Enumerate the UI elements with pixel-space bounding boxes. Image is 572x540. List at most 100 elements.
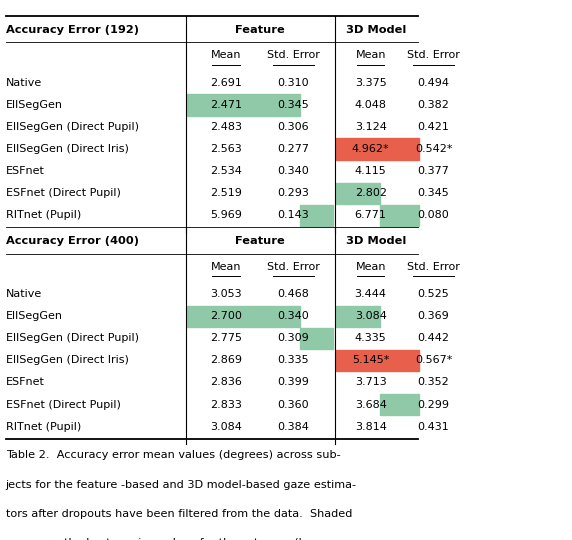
Text: 0.525: 0.525: [418, 289, 450, 299]
Text: 2.534: 2.534: [210, 166, 242, 176]
Text: 0.377: 0.377: [418, 166, 450, 176]
Text: tors after dropouts have been filtered from the data.  Shaded: tors after dropouts have been filtered f…: [6, 509, 352, 519]
Text: 3.053: 3.053: [210, 289, 242, 299]
Text: 2.836: 2.836: [210, 377, 242, 388]
Text: 3D Model: 3D Model: [346, 25, 406, 35]
Text: Std. Error: Std. Error: [407, 50, 460, 60]
Text: Accuracy Error (400): Accuracy Error (400): [6, 236, 139, 246]
Text: 0.382: 0.382: [418, 100, 450, 110]
Text: Feature: Feature: [236, 25, 285, 35]
Bar: [336, 306, 380, 327]
Text: EllSegGen (Direct Iris): EllSegGen (Direct Iris): [6, 144, 129, 154]
Text: ESFnet (Direct Pupil): ESFnet (Direct Pupil): [6, 400, 121, 409]
Text: 3.084: 3.084: [210, 422, 242, 431]
Text: 5.145*: 5.145*: [352, 355, 390, 366]
Text: 4.335: 4.335: [355, 333, 387, 343]
Text: Mean: Mean: [355, 262, 386, 272]
Bar: [336, 183, 380, 204]
Text: Std. Error: Std. Error: [407, 262, 460, 272]
Text: 4.115: 4.115: [355, 166, 387, 176]
Text: 2.471: 2.471: [210, 100, 242, 110]
Text: Std. Error: Std. Error: [267, 262, 320, 272]
Text: 2.563: 2.563: [210, 144, 242, 154]
Text: 0.143: 0.143: [277, 210, 309, 220]
Text: 3.444: 3.444: [355, 289, 387, 299]
Text: Accuracy Error (192): Accuracy Error (192): [6, 25, 139, 35]
Bar: [380, 205, 419, 226]
Text: EllSegGen (Direct Pupil): EllSegGen (Direct Pupil): [6, 333, 139, 343]
Text: 0.340: 0.340: [277, 166, 309, 176]
Text: 2.691: 2.691: [210, 78, 242, 88]
Text: Native: Native: [6, 289, 42, 299]
Text: 3D Model: 3D Model: [346, 236, 406, 246]
Text: 0.340: 0.340: [277, 311, 309, 321]
Text: 2.869: 2.869: [210, 355, 242, 366]
Text: EllSegGen (Direct Iris): EllSegGen (Direct Iris): [6, 355, 129, 366]
Text: Table 2.  Accuracy error mean values (degrees) across sub-: Table 2. Accuracy error mean values (deg…: [6, 450, 340, 461]
Text: 0.421: 0.421: [418, 122, 450, 132]
Text: 2.833: 2.833: [210, 400, 242, 409]
Text: EllSegGen: EllSegGen: [6, 311, 63, 321]
Text: 0.567*: 0.567*: [415, 355, 452, 366]
Bar: [336, 138, 380, 160]
Text: 3.814: 3.814: [355, 422, 387, 431]
Text: 0.277: 0.277: [277, 144, 309, 154]
Text: 3.084: 3.084: [355, 311, 387, 321]
Text: 0.293: 0.293: [277, 188, 309, 198]
Text: 3.375: 3.375: [355, 78, 387, 88]
Text: 5.969: 5.969: [210, 210, 242, 220]
Text: 0.468: 0.468: [277, 289, 309, 299]
Text: 0.345: 0.345: [418, 188, 450, 198]
Text: Mean: Mean: [210, 262, 241, 272]
Text: RITnet (Pupil): RITnet (Pupil): [6, 210, 81, 220]
Text: RITnet (Pupil): RITnet (Pupil): [6, 422, 81, 431]
Text: 2.700: 2.700: [210, 311, 242, 321]
Text: 3.124: 3.124: [355, 122, 387, 132]
Text: green are the best-scoring values for the category (lower: green are the best-scoring values for th…: [6, 538, 329, 540]
Text: EllSegGen: EllSegGen: [6, 100, 63, 110]
Text: 0.369: 0.369: [418, 311, 450, 321]
Text: ESFnet: ESFnet: [6, 377, 45, 388]
Text: 0.335: 0.335: [277, 355, 309, 366]
Text: ESFnet: ESFnet: [6, 166, 45, 176]
Text: 3.713: 3.713: [355, 377, 387, 388]
Text: 0.310: 0.310: [277, 78, 309, 88]
Bar: [380, 350, 419, 371]
Text: 0.542*: 0.542*: [415, 144, 452, 154]
Text: 3.684: 3.684: [355, 400, 387, 409]
Text: 0.080: 0.080: [418, 210, 450, 220]
Text: Native: Native: [6, 78, 42, 88]
Text: 2.775: 2.775: [210, 333, 242, 343]
Text: 0.442: 0.442: [418, 333, 450, 343]
Bar: [380, 138, 419, 160]
Bar: [300, 205, 333, 226]
Text: Std. Error: Std. Error: [267, 50, 320, 60]
Text: 0.306: 0.306: [277, 122, 309, 132]
Bar: [380, 394, 419, 415]
Text: 0.384: 0.384: [277, 422, 309, 431]
Text: Mean: Mean: [210, 50, 241, 60]
Text: ESFnet (Direct Pupil): ESFnet (Direct Pupil): [6, 188, 121, 198]
Text: Mean: Mean: [355, 50, 386, 60]
Text: EllSegGen (Direct Pupil): EllSegGen (Direct Pupil): [6, 122, 139, 132]
Text: 0.345: 0.345: [277, 100, 309, 110]
Text: 0.431: 0.431: [418, 422, 450, 431]
Text: 0.494: 0.494: [418, 78, 450, 88]
Text: 2.802: 2.802: [355, 188, 387, 198]
Text: 0.399: 0.399: [277, 377, 309, 388]
Text: 0.309: 0.309: [277, 333, 309, 343]
Text: jects for the feature -based and 3D model-based gaze estima-: jects for the feature -based and 3D mode…: [6, 480, 357, 490]
Bar: [336, 350, 380, 371]
Bar: [187, 94, 300, 116]
Bar: [300, 328, 333, 349]
Text: 4.048: 4.048: [355, 100, 387, 110]
Text: 6.771: 6.771: [355, 210, 387, 220]
Text: 0.360: 0.360: [277, 400, 309, 409]
Text: Feature: Feature: [236, 236, 285, 246]
Text: 2.483: 2.483: [210, 122, 242, 132]
Bar: [187, 306, 300, 327]
Text: 4.962*: 4.962*: [352, 144, 390, 154]
Text: 0.352: 0.352: [418, 377, 450, 388]
Text: 2.519: 2.519: [210, 188, 242, 198]
Text: 0.299: 0.299: [418, 400, 450, 409]
